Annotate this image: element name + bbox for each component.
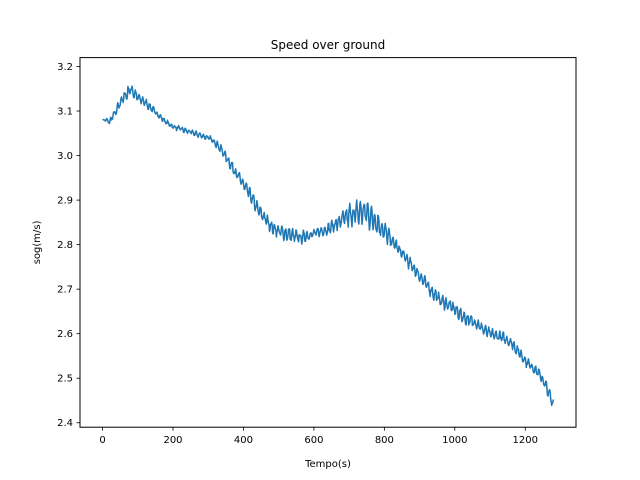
x-tick-label: 1200 (513, 435, 538, 446)
y-tick-label: 2.7 (57, 285, 73, 296)
y-tick-label: 2.8 (57, 240, 73, 251)
y-axis-label: sog(m/s) (32, 220, 43, 264)
x-tick-label: 400 (234, 435, 253, 446)
y-tick-label: 2.5 (57, 374, 73, 385)
axes-frame (79, 57, 577, 428)
y-tick-label: 2.9 (57, 196, 73, 207)
y-tick-label: 2.6 (57, 329, 73, 340)
y-tick-label: 3.0 (57, 151, 73, 162)
plot-area (102, 85, 555, 407)
x-tick-label: 800 (375, 435, 394, 446)
x-tick-label: 600 (304, 435, 323, 446)
x-axis-label: Tempo(s) (304, 459, 351, 470)
x-tick-label: 1000 (442, 435, 467, 446)
y-tick-label: 3.1 (57, 107, 73, 118)
x-axis: 0 200 400 600 800 1000 1200 (99, 427, 538, 446)
chart-title: Speed over ground (271, 38, 385, 52)
y-tick-label: 3.2 (57, 62, 73, 73)
y-tick-label: 2.4 (57, 418, 73, 429)
series-line (102, 85, 555, 407)
x-tick-label: 200 (163, 435, 182, 446)
x-tick-label: 0 (99, 435, 105, 446)
y-axis: 2.4 2.5 2.6 2.7 2.8 2.9 3.0 3.1 3.2 (57, 62, 80, 429)
